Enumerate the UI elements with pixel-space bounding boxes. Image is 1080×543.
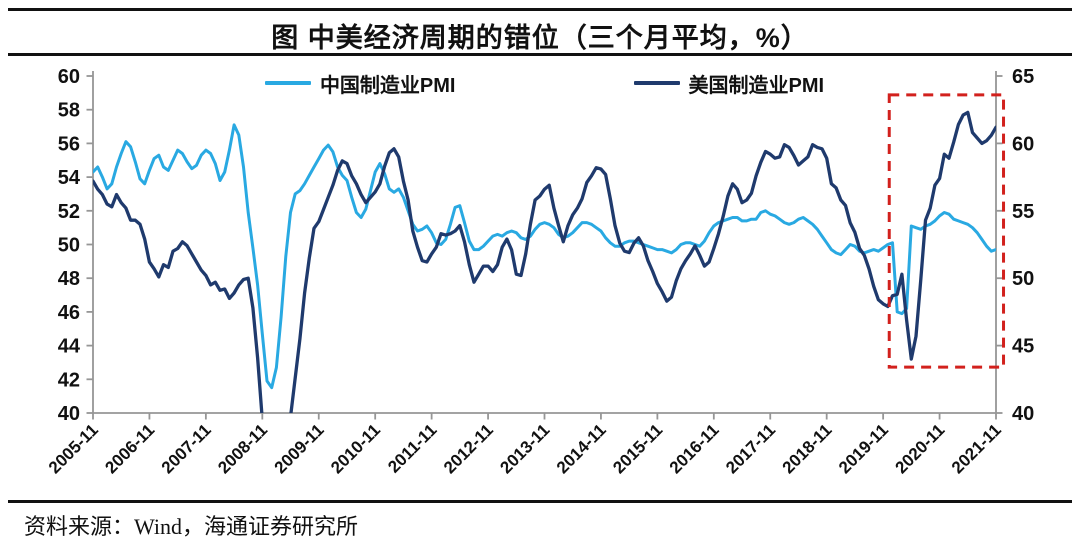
y-left-tick-label: 52	[58, 201, 80, 223]
x-tick-label: 2016-11	[666, 420, 723, 477]
y-left-tick-label: 46	[58, 302, 80, 324]
y-right-tick-label: 45	[1012, 336, 1034, 358]
legend-line-swatch	[264, 81, 311, 85]
china-pmi-line	[93, 123, 996, 390]
x-tick-label: 2018-11	[779, 420, 836, 477]
title-bottom-rule	[8, 53, 1072, 56]
x-tick-label: 2019-11	[835, 420, 892, 477]
x-tick-label: 2010-11	[327, 420, 384, 477]
y-right-tick-label: 50	[1012, 268, 1034, 290]
y-left-tick-label: 60	[58, 66, 80, 88]
top-rule	[8, 8, 1072, 11]
us-pmi-line	[93, 110, 996, 413]
legend-label: 美国制造业PMI	[688, 74, 825, 97]
legend-label: 中国制造业PMI	[319, 74, 456, 97]
y-left-tick-label: 48	[58, 268, 80, 290]
x-tick-label: 2011-11	[384, 420, 440, 476]
x-tick-label: 2006-11	[101, 420, 158, 477]
footer-rule	[8, 500, 1072, 503]
y-right-tick-label: 60	[1012, 133, 1034, 155]
x-tick-label: 2015-11	[609, 420, 666, 477]
chart-legend: 中国制造业PMI 美国制造业PMI	[93, 69, 996, 98]
y-right-tick-label: 65	[1012, 66, 1034, 88]
y-left-tick-label: 50	[58, 235, 80, 257]
y-left-tick-label: 58	[58, 100, 80, 122]
x-tick-label: 2017-11	[722, 420, 779, 477]
x-tick-label: 2008-11	[214, 420, 271, 477]
y-right-tick-label: 40	[1012, 403, 1034, 425]
source-note: 资料来源：Wind，海通证券研究所	[24, 514, 358, 539]
chart-title: 图 中美经济周期的错位（三个月平均，%）	[271, 23, 809, 53]
y-left-tick-label: 40	[58, 403, 80, 425]
x-tick-label: 2014-11	[553, 420, 610, 477]
x-tick-label: 2020-11	[892, 420, 949, 477]
y-left-tick-label: 56	[58, 133, 80, 155]
x-tick-label: 2013-11	[496, 420, 553, 477]
x-tick-label: 2012-11	[440, 420, 497, 477]
highlight-box	[887, 93, 1006, 369]
y-left-tick-label: 44	[58, 336, 81, 358]
y-left-tick-label: 42	[58, 369, 80, 391]
x-tick-label: 2007-11	[158, 420, 215, 477]
y-right-tick-label: 55	[1012, 201, 1034, 223]
legend-item-china: 中国制造业PMI	[264, 69, 456, 98]
legend-item-us: 美国制造业PMI	[633, 69, 825, 98]
x-tick-label: 2005-11	[45, 420, 102, 477]
y-left-tick-label: 54	[58, 167, 81, 189]
x-tick-label: 2009-11	[271, 420, 328, 477]
legend-line-swatch	[633, 81, 680, 85]
x-tick-label: 2021-11	[948, 420, 1005, 477]
